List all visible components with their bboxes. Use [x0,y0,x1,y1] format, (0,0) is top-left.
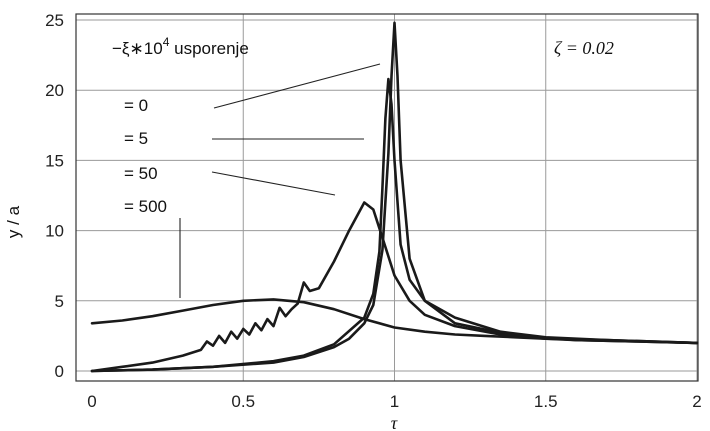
legend: −ξ∗104 usporenje = 0 = 5 = 50 = 500 [112,35,381,298]
x-axis-label: τ [391,413,398,431]
plot-frame [75,13,699,382]
x-tick-label: 1.5 [534,392,558,411]
y-tick-label: 0 [55,362,64,381]
y-tick-label: 10 [45,222,64,241]
legend-entry-500: = 500 [124,197,167,216]
y-axis-label: y / a [4,205,23,238]
series-group [90,21,699,373]
damping-annotation: ζ = 0.02 [554,38,614,58]
x-axis-ticks: 0 0.5 1 1.5 2 [87,392,701,411]
y-tick-label: 15 [45,151,64,170]
legend-leader-50 [211,171,336,196]
x-tick-label: 0 [87,392,96,411]
x-tick-label: 1 [390,392,399,411]
legend-entry-0: = 0 [124,96,148,115]
legend-entry-50: = 50 [124,164,158,183]
y-tick-label: 25 [45,11,64,30]
legend-leader-0 [213,63,381,109]
series-line-3 [90,298,699,345]
legend-entry-5: = 5 [124,129,148,148]
series-line-0 [90,21,699,373]
series-line-2 [90,201,699,373]
y-tick-label: 5 [55,292,64,311]
x-tick-label: 0.5 [231,392,255,411]
y-tick-label: 20 [45,81,64,100]
series-line-1 [90,77,699,373]
legend-header: −ξ∗104 usporenje [112,35,249,58]
legend-header-exponent: 4 [163,35,170,49]
legend-header-suffix: usporenje [169,39,248,58]
x-tick-label: 2 [692,392,701,411]
legend-header-prefix: −ξ∗10 [112,39,163,58]
y-axis-ticks: 0 5 10 15 20 25 [45,11,64,381]
